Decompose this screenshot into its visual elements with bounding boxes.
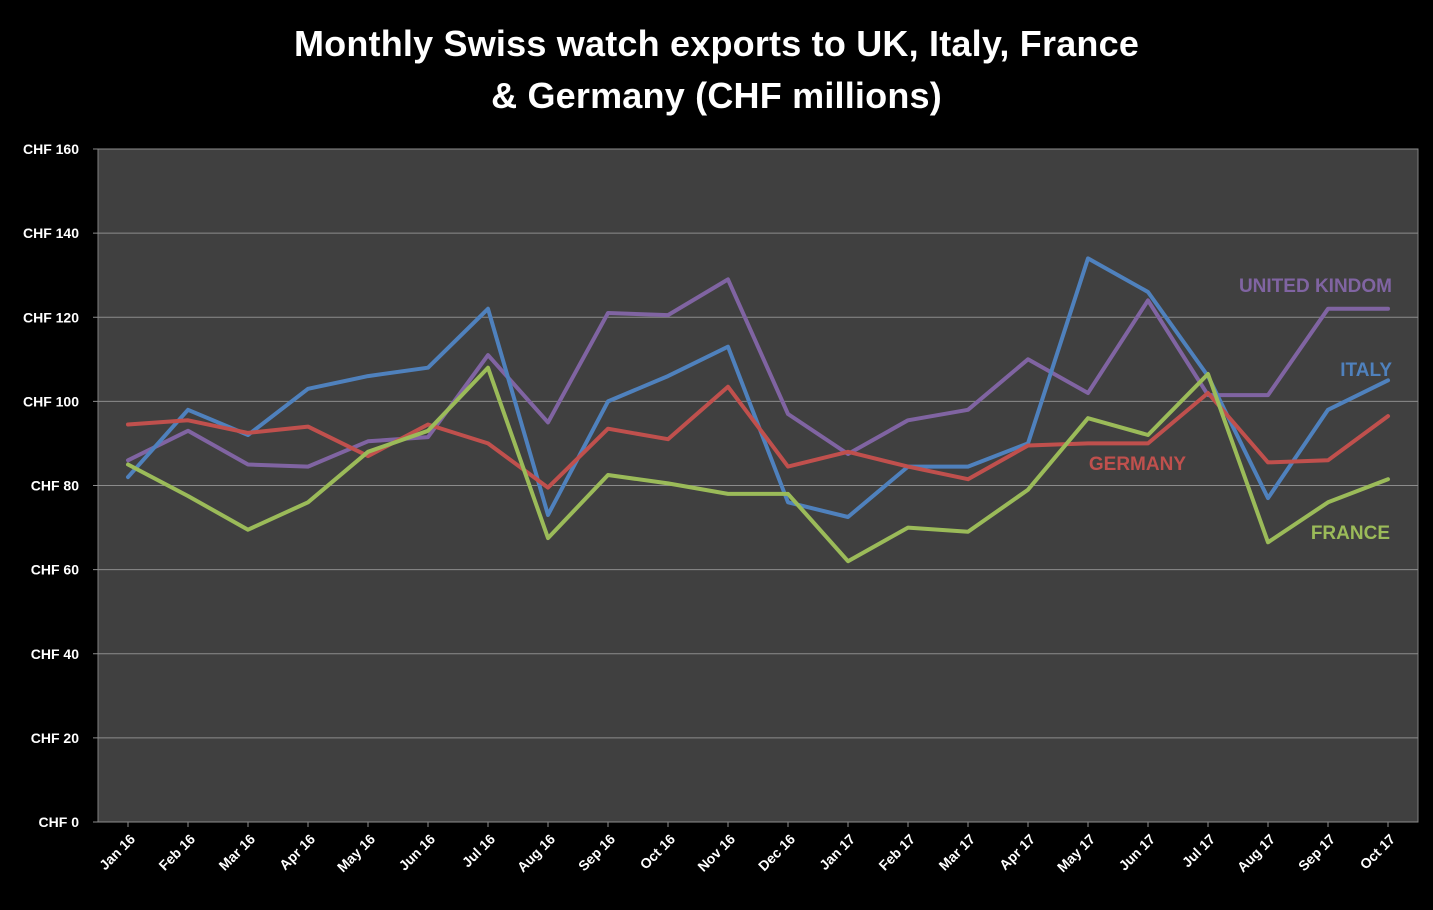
x-tick-label: Jul 17 — [1179, 831, 1219, 871]
series-label-germany: GERMANY — [1089, 454, 1186, 475]
y-tick-label: CHF 0 — [39, 814, 80, 830]
x-tick-label: Feb 17 — [875, 831, 918, 874]
y-tick-label: CHF 60 — [31, 562, 79, 578]
series-label-italy: ITALY — [1340, 360, 1392, 381]
x-tick-label: Jul 16 — [459, 831, 499, 871]
series-line-united-kingdom — [126, 277, 1390, 469]
x-tick-label: Sep 16 — [575, 831, 618, 874]
x-tick-label: Oct 17 — [1357, 831, 1399, 873]
series-label-france: FRANCE — [1311, 523, 1390, 544]
series-label-united-kingdom: UNITED KINDOM — [1239, 276, 1392, 297]
x-tick-label: Apr 17 — [996, 831, 1038, 873]
x-tick-label: Jan 17 — [816, 831, 858, 873]
x-tick-label: May 17 — [1054, 831, 1098, 875]
x-tick-label: Mar 16 — [215, 831, 258, 874]
chart-title-line1: Monthly Swiss watch exports to UK, Italy… — [293, 23, 1140, 64]
y-tick-label: CHF 160 — [23, 141, 79, 157]
y-tick-label: CHF 20 — [31, 730, 79, 746]
x-tick-label: Jun 17 — [1115, 831, 1158, 874]
x-tick-label: May 16 — [334, 831, 378, 875]
x-tick-label: Aug 17 — [1234, 831, 1278, 875]
series-lines — [126, 256, 1390, 564]
x-tick-label: Sep 17 — [1295, 831, 1338, 874]
x-tick-label: Oct 16 — [637, 831, 679, 873]
x-tick-label: Mar 17 — [935, 831, 978, 874]
y-axis-tick-labels: CHF 0 CHF 20 CHF 40 CHF 60 CHF 80 CHF 100 CHF … — [23, 141, 79, 830]
x-tick-label: Nov 16 — [694, 831, 738, 875]
y-tick-label: CHF 40 — [31, 646, 79, 662]
gridlines — [93, 148, 1418, 827]
y-tick-label: CHF 80 — [31, 478, 79, 494]
x-tick-label: Jan 16 — [96, 831, 138, 873]
x-tick-label: Feb 16 — [155, 831, 198, 874]
series-labels: UNITED KINDOM ITALY GERMANY FRANCE — [1089, 276, 1392, 544]
y-tick-label: CHF 100 — [23, 393, 79, 409]
chart-title: Monthly Swiss watch exports to UK, Italy… — [0, 18, 1433, 122]
x-tick-label: Jun 16 — [395, 831, 438, 874]
x-tick-label: Dec 16 — [755, 831, 798, 874]
y-tick-label: CHF 140 — [23, 225, 79, 241]
chart-title-line2: & Germany (CHF millions) — [491, 75, 942, 116]
series-line-france — [126, 365, 1390, 564]
series-line-germany — [126, 384, 1390, 490]
y-tick-label: CHF 120 — [23, 309, 79, 325]
x-tick-label: Aug 16 — [514, 831, 558, 875]
x-axis-tick-labels: Jan 16 Feb 16 Mar 16 Apr 16 May 16 Jun 16 Jul … — [96, 831, 1398, 875]
x-tick-label: Apr 16 — [276, 831, 318, 873]
